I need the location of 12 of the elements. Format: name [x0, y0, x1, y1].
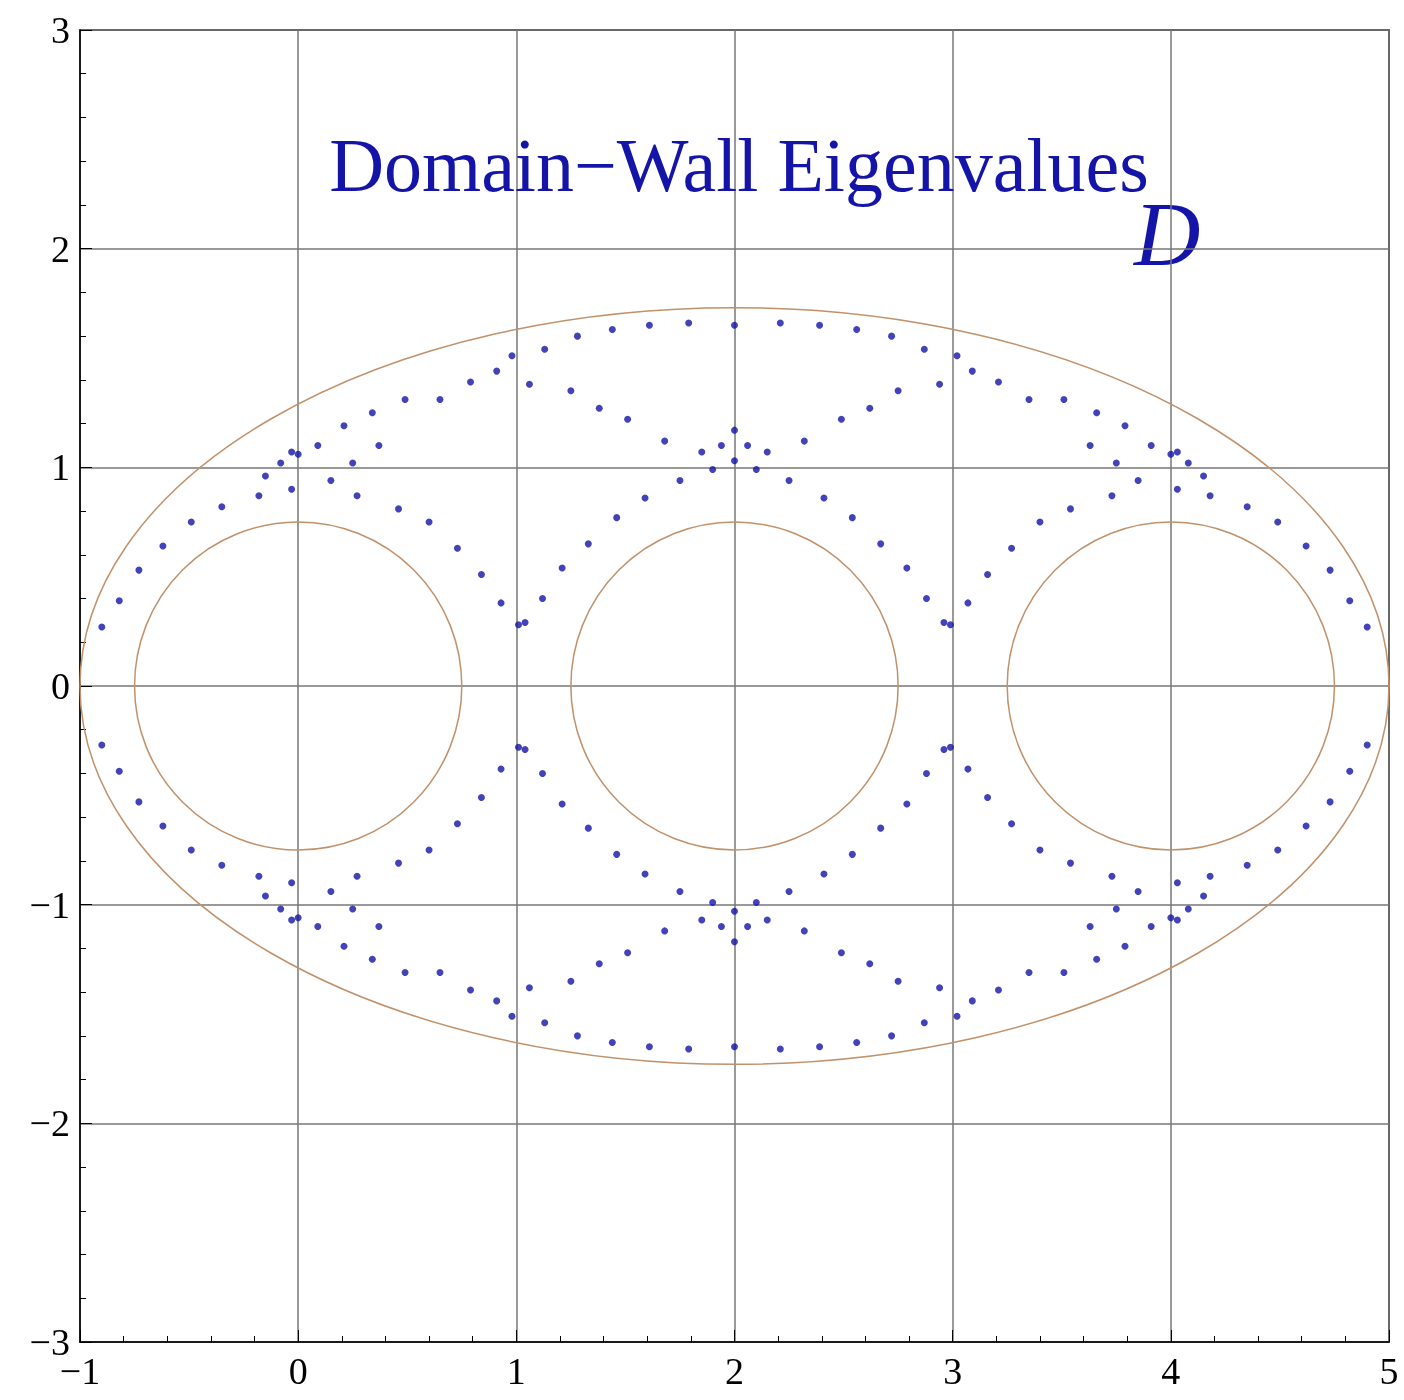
x-tick-label: 2	[725, 1350, 744, 1392]
y-tick-label: 1	[51, 446, 70, 489]
y-tick-label: 3	[51, 9, 70, 51]
x-tick-label: 1	[506, 1350, 526, 1392]
y-tick-label: −1	[29, 883, 70, 926]
y-tick-label: 0	[51, 665, 70, 707]
x-tick-label: 0	[288, 1350, 308, 1392]
x-tick-label: 3	[943, 1350, 963, 1392]
y-tick-label: −2	[29, 1102, 70, 1145]
y-tick-label: 2	[51, 227, 70, 270]
x-tick-label: 4	[1161, 1350, 1181, 1392]
x-tick-label: 5	[1379, 1350, 1399, 1392]
